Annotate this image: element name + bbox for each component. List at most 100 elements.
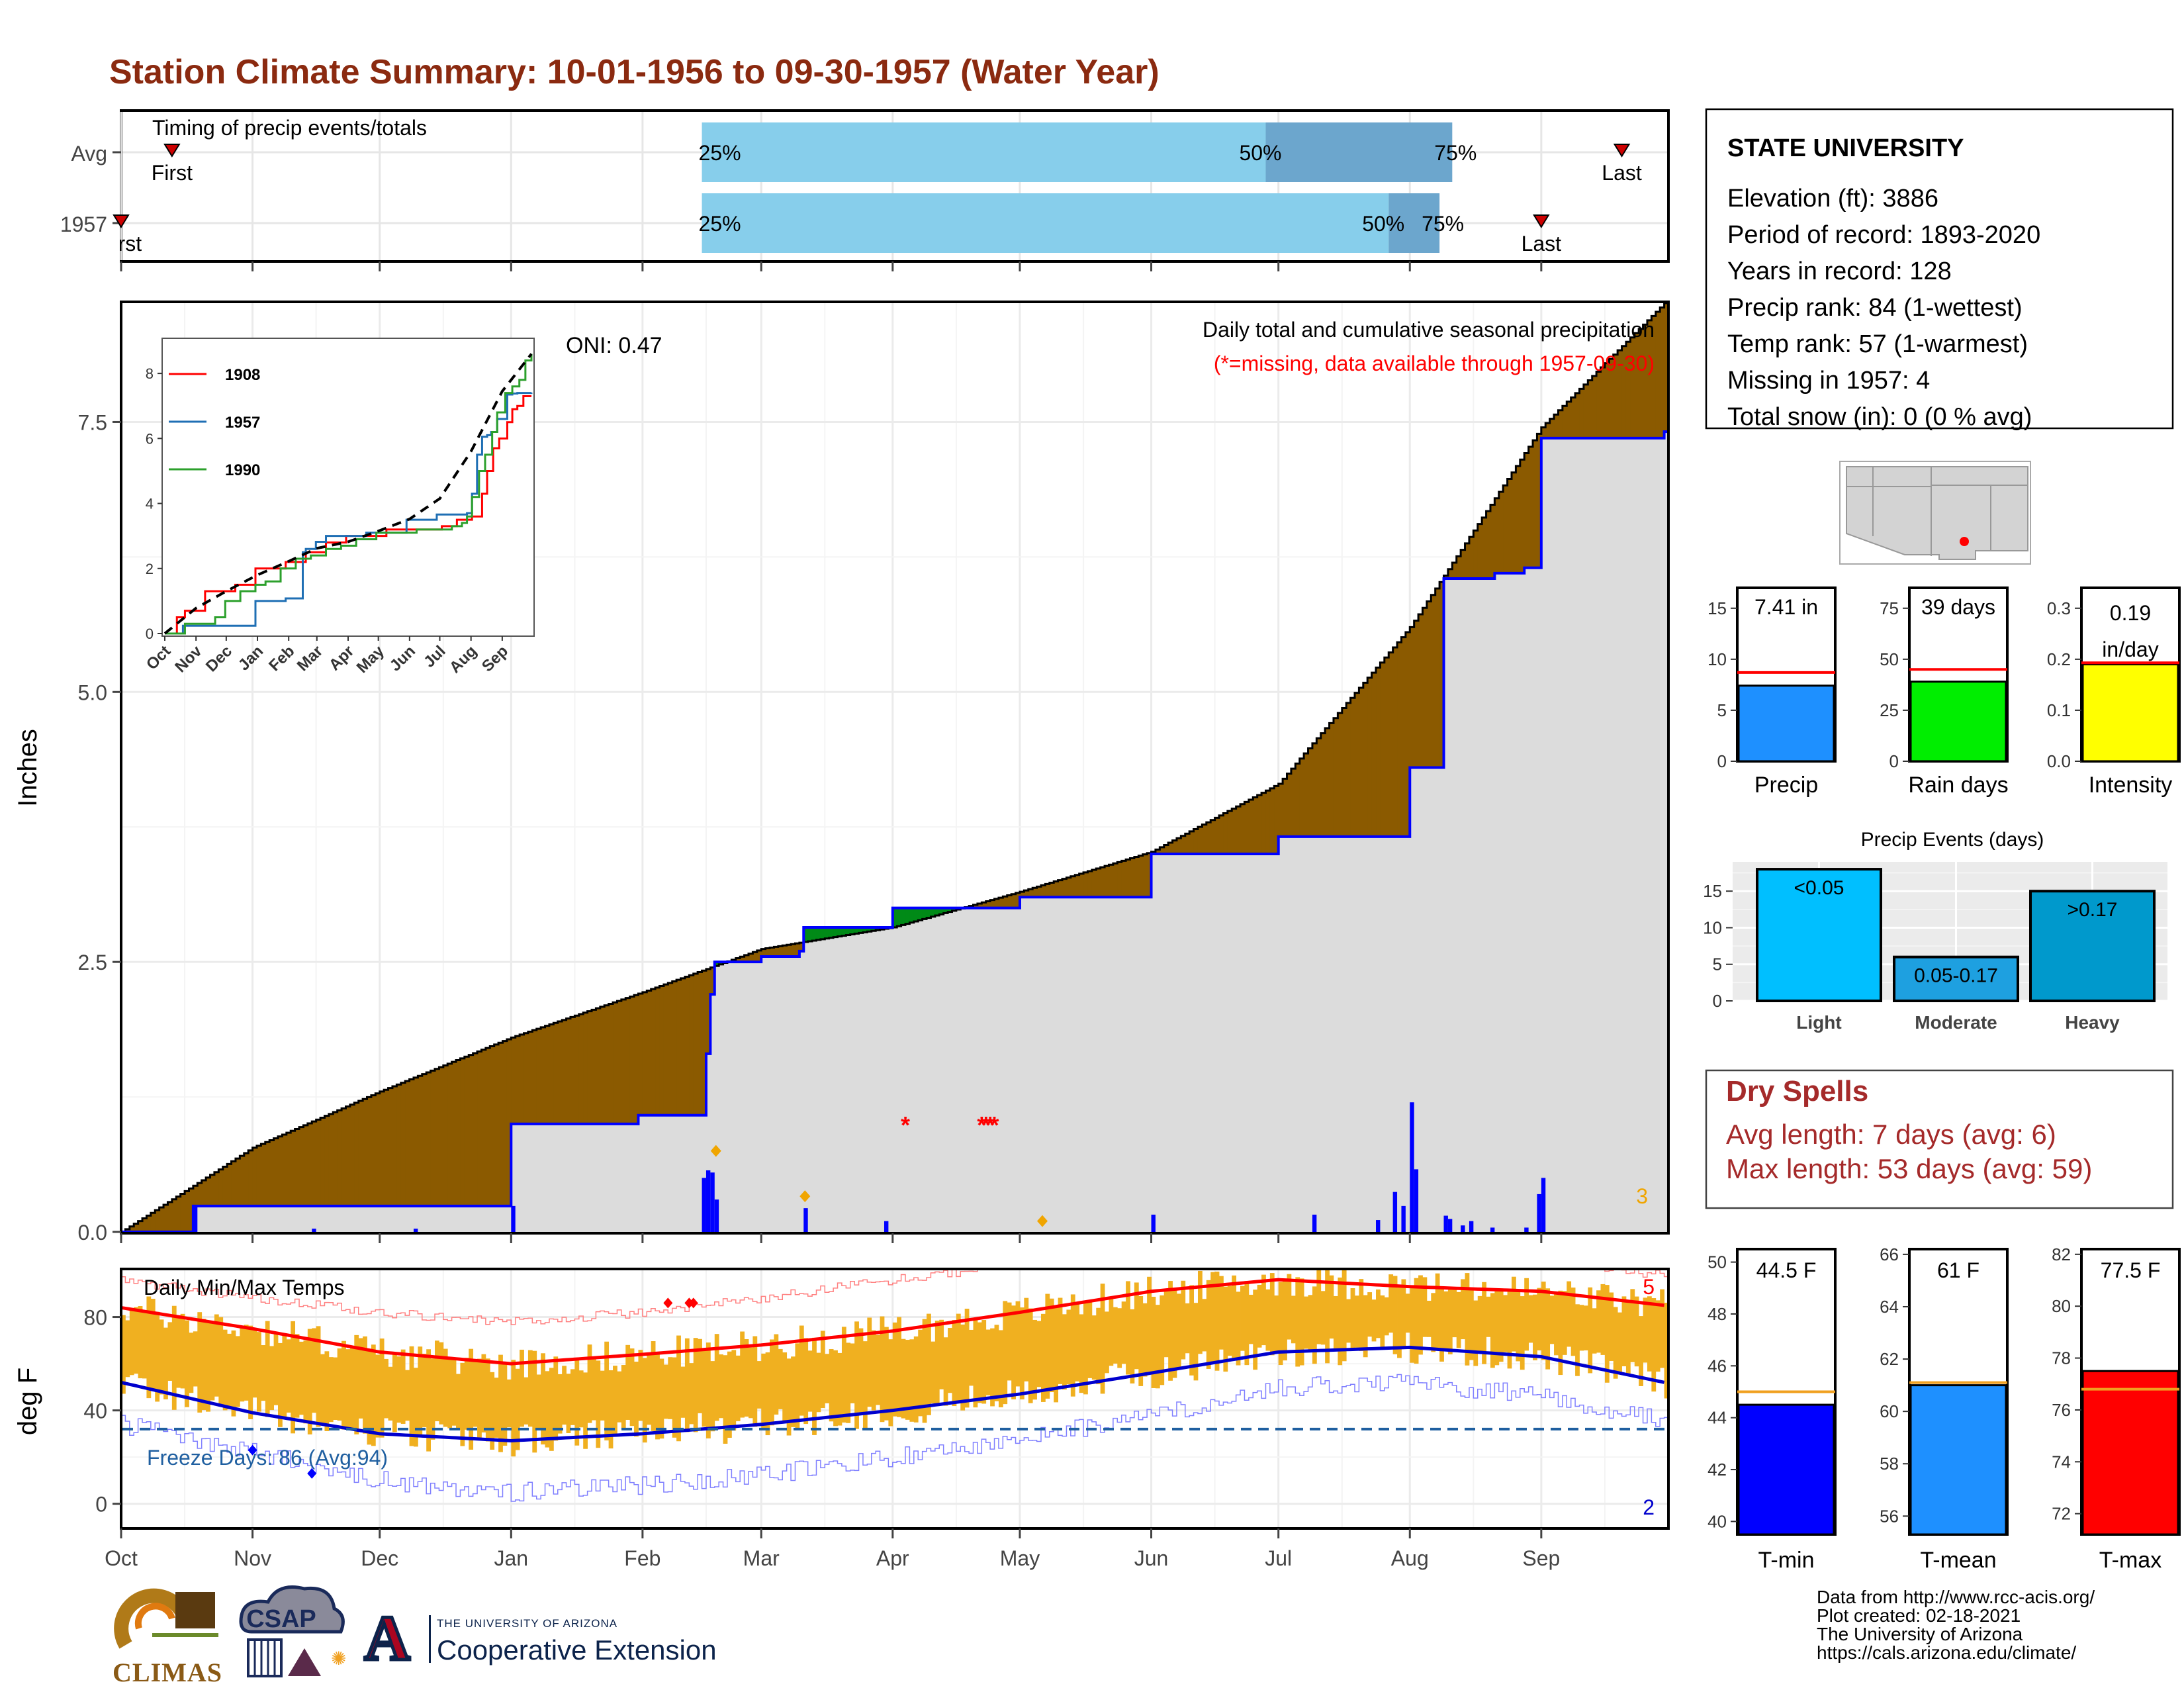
daily-temp-bar [1278,1282,1283,1366]
temp-bar-tick-label: 60 [1880,1401,1899,1421]
daily-temp-bar [702,1349,707,1427]
timing-iqr-upper-avg [1265,122,1453,182]
daily-temp-bar [1015,1301,1021,1387]
temp-panel: 0 40 80 deg F Daily Min/Max Temps Freeze D… [13,1268,1670,1570]
inset-series-line-1990 [165,353,533,635]
temp-bar-value [2081,1370,2179,1536]
station-location-dot [1960,537,1969,546]
map-region [1846,466,2028,560]
daily-temp-bar [1117,1308,1122,1368]
precip-departure-fill [240,1156,245,1206]
precip-departure-fill [515,1036,520,1124]
daily-temp-bar [1414,1278,1419,1364]
precip-departure-fill [740,957,745,962]
precip-departure-fill [413,1077,418,1206]
daily-temp-bar [1604,1285,1610,1383]
daily-temp-bar [765,1352,770,1436]
daily-temp-bar [422,1354,427,1427]
precip-departure-fill [837,927,842,937]
temp-bar-tick-label: 62 [1880,1349,1899,1369]
month-label: Nov [234,1546,271,1570]
daily-temp-bar [858,1328,864,1415]
daily-temp-bar [668,1357,673,1419]
timing-row-avg: Avg [71,142,107,165]
daily-temp-bar [1600,1284,1606,1355]
precip-departure-fill [702,970,707,1115]
temp-title: Daily Min/Max Temps [144,1276,344,1299]
dry-spells-avg: Avg length: 7 days (avg: 6) [1726,1119,2056,1150]
precip-departure-fill [1388,652,1394,837]
daily-temp-bar [218,1317,224,1407]
precip-departure-fill [1397,642,1402,837]
temp-bar-tick-label: 76 [2052,1400,2071,1420]
precip-departure-fill [1609,359,1614,438]
daily-temp-bar [146,1296,152,1399]
daily-precip-bar [1151,1214,1156,1232]
daily-temp-bar [939,1319,944,1389]
precip-departure-fill [523,1033,529,1124]
precip-departure-fill [651,989,656,1115]
daily-temp-bar [714,1334,719,1421]
station-info-box: STATE UNIVERSITY Elevation (ft): 3886 Pe… [1705,108,2174,431]
precip-departure-fill [1269,788,1275,855]
daily-temp-bar [1477,1295,1482,1352]
avg-tmin-line [122,1345,1665,1442]
daily-temp-bar [1100,1284,1105,1394]
event-bar-range-label: <0.05 [1794,877,1844,899]
daily-temp-bar [1257,1284,1262,1348]
daily-temp-bar [1227,1286,1232,1356]
timing-iqr-upper-1957 [1388,193,1440,253]
daily-temp-bar [574,1360,580,1446]
csap-wordmark: CSAP [246,1605,316,1633]
daily-temp-bar [1388,1274,1394,1333]
precip-departure-fill [952,908,957,911]
daily-temp-bar [1151,1296,1156,1388]
daily-temp-bar [532,1350,537,1453]
daily-temp-bar [1160,1295,1165,1385]
precip-departure-fill [1291,769,1296,837]
precip-departure-fill [485,1048,490,1206]
precip-departure-fill [1040,885,1046,898]
precip-departure-fill [812,927,817,941]
precip-departure-fill [349,1104,355,1206]
precip-departure-fill [634,995,639,1124]
daily-temp-bar [400,1349,406,1424]
daily-temp-bar [684,1338,690,1432]
precip-departure-fill [312,1121,317,1206]
daily-temp-bar [536,1374,541,1429]
daily-temp-bar [333,1357,338,1421]
daily-temp-bar [312,1328,317,1413]
timing-last-label-1957: Last [1522,232,1562,256]
daily-temp-bar [244,1325,249,1401]
daily-temp-bar [934,1321,940,1405]
precip-departure-fill [1283,778,1288,837]
daily-temp-bar [299,1341,304,1415]
precip-departure-fill [1028,889,1033,898]
daily-temp-bar [1579,1305,1584,1351]
precip-departure-fill [155,1210,160,1232]
precip-departure-fill [1304,753,1309,837]
precip-departure-fill [1054,881,1059,898]
daily-temp-bar [316,1326,321,1427]
precip-departure-fill [498,1043,504,1206]
daily-temp-bar [1511,1276,1516,1352]
daily-temp-bar [1549,1295,1555,1344]
precip-departure-fill [680,978,686,1115]
daily-temp-bar [1269,1273,1275,1356]
daily-temp-bar [426,1349,431,1452]
month-label: Oct [105,1546,138,1570]
daily-temp-bar [490,1372,495,1450]
daily-temp-bar [1588,1287,1593,1374]
daily-temp-bar [1541,1282,1546,1360]
daily-temp-bar [1007,1302,1012,1381]
daily-temp-bar [506,1379,512,1428]
summary-bar-value-label: 0.19 [2110,601,2151,625]
daily-temp-bar [1537,1288,1542,1351]
daily-precip-bar [193,1205,198,1232]
precip-departure-fill [1325,728,1330,837]
precip-departure-fill [1015,892,1021,908]
daily-precip-bar [1524,1227,1529,1232]
precip-departure-fill [1032,888,1038,898]
daily-temp-bar [252,1329,257,1398]
daily-temp-bar [345,1349,351,1429]
